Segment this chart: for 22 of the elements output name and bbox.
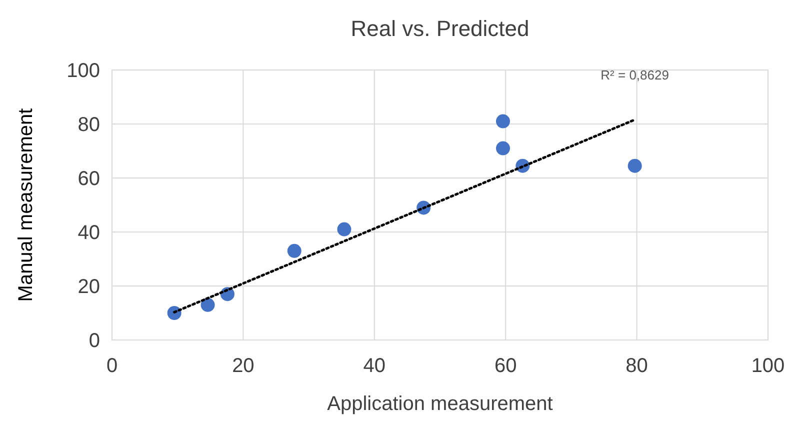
x-tick-label: 40 [363,355,386,377]
y-tick-label: 0 [88,330,100,352]
point [496,114,510,128]
point [200,298,215,312]
y-tick-label: 100 [66,60,100,82]
point [337,222,352,236]
x-tick-label: 80 [626,355,648,377]
point [628,158,642,173]
point [496,141,510,156]
point [287,244,302,258]
y-axis-title: Manual measurement [15,108,37,302]
y-tick-label: 20 [78,276,100,298]
chart-title: Real vs. Predicted [350,16,530,41]
x-tick-label: 100 [751,355,785,377]
x-tick-label: 20 [232,355,254,377]
annotation: R² = 0,8629 [600,68,669,83]
x-tick-label: 60 [494,355,517,377]
y-tick-label: 80 [78,114,100,136]
x-tick-label: 0 [106,355,118,377]
x-axis-title: Application measurement [327,393,554,415]
y-tick-label: 60 [78,168,100,190]
y-tick-label: 40 [78,222,100,244]
